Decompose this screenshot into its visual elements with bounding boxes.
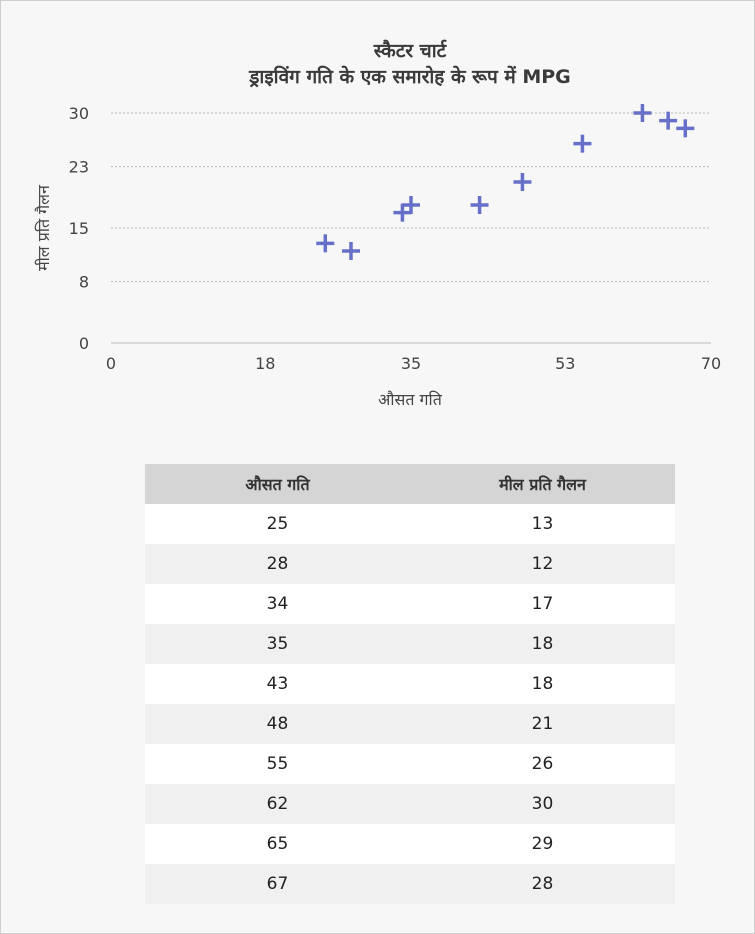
x-tick-label: 53 [555,354,575,373]
table-row: 62 30 [145,784,675,824]
data-point [513,173,532,191]
table-row: 67 28 [145,864,675,904]
table-row: 34 17 [145,584,675,624]
table-cell-speed: 28 [145,544,410,584]
data-points [316,104,695,260]
table-cell-speed: 48 [145,704,410,744]
data-point [573,134,592,153]
y-tick-label: 15 [69,219,89,238]
grid-lines [111,112,711,344]
table-cell-mpg: 21 [410,704,675,744]
table-row: 35 18 [145,624,675,664]
x-tick-label: 0 [106,354,116,373]
table-row: 55 26 [145,744,675,784]
data-point [676,119,695,138]
table-cell-mpg: 17 [410,584,675,624]
table-cell-speed: 35 [145,624,410,664]
table-cell-mpg: 29 [410,824,675,864]
data-table: औसत गति मील प्रति गैलन 25 13 28 12 34 17… [145,464,675,904]
table-cell-mpg: 18 [410,624,675,664]
table-row: 48 21 [145,704,675,744]
data-point [659,111,678,130]
table-cell-mpg: 18 [410,664,675,704]
table-cell-mpg: 12 [410,544,675,584]
table-row: 65 29 [145,824,675,864]
table-cell-speed: 65 [145,824,410,864]
table-cell-speed: 43 [145,664,410,704]
table-row: 43 18 [145,664,675,704]
table-header-speed: औसत गति [145,464,410,504]
chart-subtitle: ड्राइविंग गति के एक समारोह के रूप में MP… [248,65,571,88]
data-point [633,104,652,122]
table-cell-mpg: 13 [410,504,675,544]
y-tick-label: 30 [69,104,89,123]
table-cell-speed: 62 [145,784,410,824]
table-cell-mpg: 26 [410,744,675,784]
x-axis-label: औसत गति [378,390,443,409]
table-cell-speed: 34 [145,584,410,624]
x-axis-ticks: 0 18 35 53 70 [106,354,721,373]
y-axis-ticks: 0 8 15 23 30 [69,104,89,353]
x-tick-label: 35 [401,354,421,373]
table-row: 25 13 [145,504,675,544]
data-point [316,234,335,253]
table-row: 28 12 [145,544,675,584]
data-point [342,242,360,260]
x-tick-label: 70 [701,354,721,373]
data-point [402,196,420,214]
table-cell-mpg: 30 [410,784,675,824]
table-header-row: औसत गति मील प्रति गैलन [145,464,675,504]
table-cell-mpg: 28 [410,864,675,904]
table-cell-speed: 67 [145,864,410,904]
y-tick-label: 23 [69,158,89,177]
y-tick-label: 0 [79,334,89,353]
chart-title: स्कैटर चार्ट [373,39,448,62]
table-cell-speed: 25 [145,504,410,544]
scatter-chart: स्कैटर चार्ट ड्राइविंग गति के एक समारोह … [34,39,721,409]
table-cell-speed: 55 [145,744,410,784]
y-axis-label: मील प्रति गैलन [34,184,53,271]
y-tick-label: 8 [79,273,89,292]
table-header-mpg: मील प्रति गैलन [410,464,675,504]
x-tick-label: 18 [255,354,275,373]
data-point [470,196,489,214]
